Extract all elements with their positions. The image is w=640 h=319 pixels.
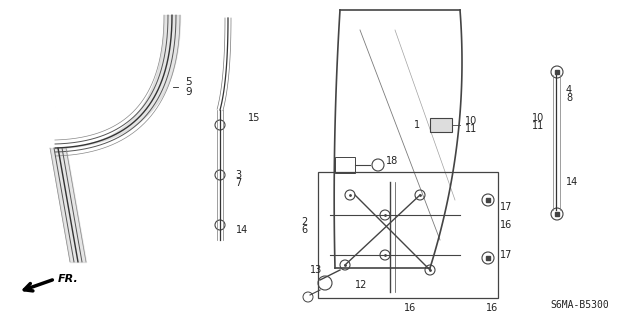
Text: 6: 6	[302, 225, 308, 235]
Text: 18: 18	[386, 156, 398, 166]
Text: 9: 9	[185, 87, 191, 97]
Text: 2: 2	[301, 217, 308, 227]
Text: 17: 17	[500, 250, 513, 260]
Text: 10: 10	[532, 113, 544, 123]
Text: 8: 8	[566, 93, 572, 103]
Text: 5: 5	[185, 77, 191, 87]
Text: 14: 14	[566, 177, 579, 187]
Text: 4: 4	[566, 85, 572, 95]
Text: 7: 7	[235, 178, 241, 188]
Text: 16: 16	[486, 303, 498, 313]
Text: 14: 14	[236, 225, 248, 235]
Text: 16: 16	[500, 220, 512, 230]
Bar	[335, 157, 355, 173]
Text: FR.: FR.	[58, 274, 79, 284]
Bar	[318, 172, 498, 298]
Text: 17: 17	[500, 202, 513, 212]
Text: 10: 10	[465, 116, 477, 126]
Text: 15: 15	[248, 113, 260, 123]
Bar	[430, 118, 452, 132]
Text: 11: 11	[532, 121, 544, 131]
Text: 3: 3	[235, 170, 241, 180]
Text: 12: 12	[355, 280, 367, 290]
Text: 16: 16	[404, 303, 416, 313]
Text: 11: 11	[465, 124, 477, 134]
Text: 13: 13	[310, 265, 323, 275]
Text: S6MA-B5300: S6MA-B5300	[550, 300, 609, 310]
Text: 1: 1	[414, 120, 420, 130]
